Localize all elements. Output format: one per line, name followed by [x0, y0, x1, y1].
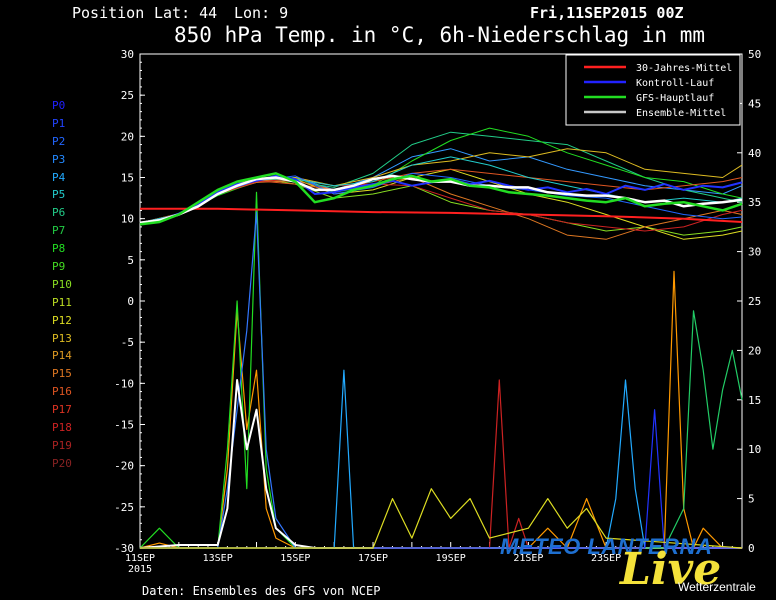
legend-label: Ensemble-Mittel [636, 108, 726, 119]
member-label: P6 [52, 206, 66, 220]
temp-series-line [139, 168, 743, 224]
left-tick-label: 15 [121, 172, 134, 185]
precip-series-line [139, 379, 742, 549]
meteo-lanterna-logo: METEO LANTERNA Live Wetterzentrale [500, 530, 770, 596]
left-tick-label: -25 [114, 501, 134, 514]
precip-series-line [139, 310, 742, 549]
right-tick-label: 50 [748, 48, 761, 61]
right-tick-label: 25 [748, 295, 761, 308]
member-label: P20 [52, 456, 72, 470]
x-tick-label: 21SEP [513, 553, 543, 564]
temp-series-line [139, 172, 743, 226]
latitude-label: Lat: 44 [154, 4, 218, 22]
temp-series-line [139, 172, 743, 224]
precip-series-line [140, 310, 743, 549]
data-source: Daten: Ensembles des GFS von NCEP [142, 584, 381, 598]
temp-series-line [140, 207, 743, 223]
legend-label: GFS-Hauptlauf [636, 93, 714, 104]
member-label: P10 [52, 277, 72, 291]
right-tick-label: 20 [748, 344, 761, 357]
temp-series-line [139, 177, 743, 240]
member-label: P9 [52, 260, 66, 274]
right-tick-label: 40 [748, 147, 761, 160]
x-tick-year: 2015 [128, 564, 152, 575]
member-label: P5 [52, 188, 66, 202]
member-label: P13 [52, 331, 72, 345]
member-label: P16 [52, 385, 72, 399]
x-tick-label: 23SEP [591, 553, 621, 564]
left-tick-label: 20 [121, 130, 134, 143]
precip-series-line [140, 488, 743, 549]
member-label: P18 [52, 421, 72, 435]
member-label: P12 [52, 313, 72, 327]
right-tick-label: 15 [748, 394, 761, 407]
left-tick-label: 10 [121, 213, 134, 226]
precip-series-line [140, 409, 742, 549]
member-label: P8 [52, 242, 66, 256]
position-label: Position [72, 4, 145, 22]
temp-series-line [139, 174, 743, 225]
x-tick-label: 11SEP [125, 553, 155, 564]
left-tick-label: -20 [114, 460, 134, 473]
member-label: P3 [52, 152, 66, 166]
left-tick-label: -10 [114, 377, 134, 390]
left-tick-label: 25 [121, 89, 134, 102]
member-label: P11 [52, 295, 72, 309]
precip-series-line [140, 211, 742, 549]
left-tick-label: -5 [121, 336, 134, 349]
chart-title: 850 hPa Temp. in °C, 6h-Niederschlag in … [174, 23, 706, 47]
right-tick-label: 5 [748, 493, 755, 506]
logo-text: METEO LANTERNA [500, 534, 713, 559]
member-label: P1 [52, 116, 66, 130]
temp-series-line [139, 174, 743, 224]
precip-series-line [139, 191, 742, 549]
run-date: Fri,11SEP2015 00Z [530, 4, 684, 22]
member-label: P14 [52, 349, 72, 363]
left-tick-label: 30 [121, 48, 134, 61]
member-label: P0 [52, 99, 66, 112]
right-tick-label: 10 [748, 443, 761, 456]
x-tick-label: 13SEP [203, 553, 233, 564]
member-label: P15 [52, 367, 72, 381]
temp-series-line [139, 178, 743, 232]
left-tick-label: 5 [127, 254, 134, 267]
left-tick-label: 0 [127, 295, 134, 308]
longitude-label: Lon: 9 [234, 4, 289, 22]
legend-label: 30-Jahres-Mittel [636, 63, 732, 74]
left-tick-label: -30 [114, 542, 134, 555]
left-tick-label: -15 [114, 419, 134, 432]
member-label: P4 [52, 170, 66, 184]
member-label: P2 [52, 134, 66, 148]
logo-live: Live [620, 544, 722, 595]
member-label: P7 [52, 224, 66, 238]
member-label: P19 [52, 438, 72, 452]
logo-sub: Wetterzentrale [678, 580, 756, 594]
right-tick-label: 30 [748, 246, 761, 259]
right-tick-label: 0 [748, 542, 755, 555]
member-list: P0 P1 P2 P3 P4 P5 P6 P7 P8 P9 P10 P11 P12 P13 P14 P15 P1… [52, 97, 92, 473]
right-tick-label: 35 [748, 196, 761, 209]
legend-label: Kontroll-Lauf [636, 78, 714, 89]
x-tick-label: 19SEP [436, 553, 466, 564]
x-tick-label: 17SEP [358, 553, 388, 564]
member-label: P17 [52, 403, 72, 417]
x-tick-label: 15SEP [280, 553, 310, 564]
right-tick-label: 45 [748, 97, 761, 110]
